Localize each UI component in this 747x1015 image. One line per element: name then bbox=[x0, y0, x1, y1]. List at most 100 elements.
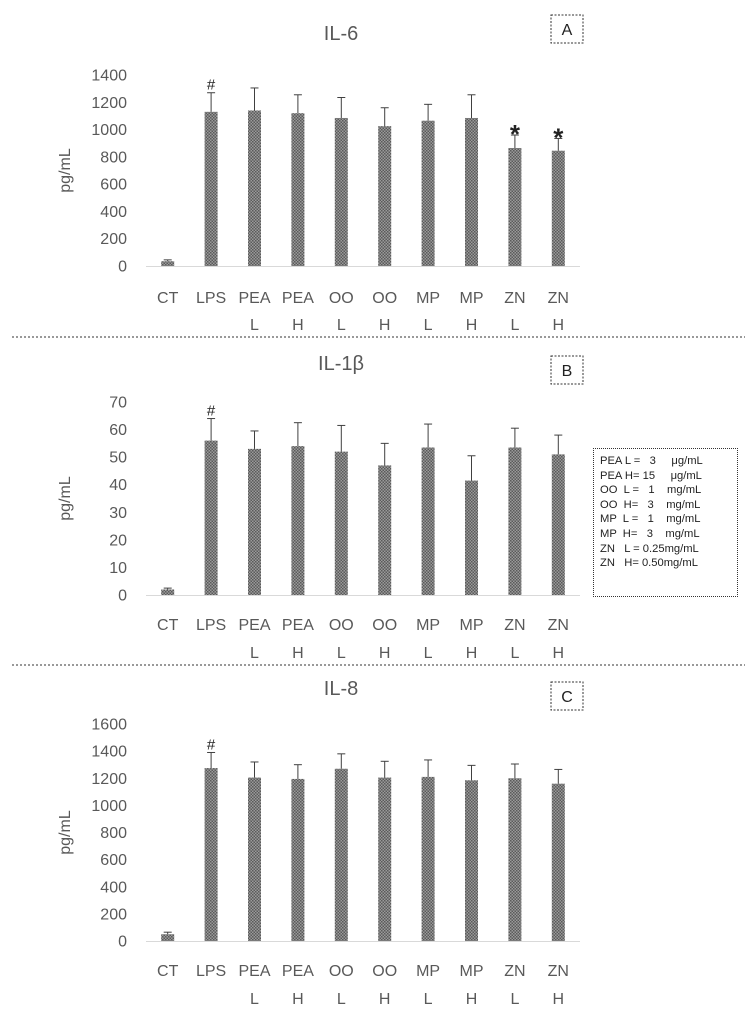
y-tick-label: 600 bbox=[100, 852, 127, 869]
legend-item-pea-l: PEA L = 3 μg/mL bbox=[600, 455, 703, 467]
y-tick-label: 70 bbox=[109, 395, 127, 412]
y-tick-label: 0 bbox=[118, 588, 127, 605]
x-category-label: OO bbox=[329, 963, 354, 980]
bar bbox=[291, 113, 305, 266]
panel-label-box bbox=[550, 355, 584, 385]
bar bbox=[161, 589, 175, 595]
legend-item-oo-h: OO H= 3 mg/mL bbox=[600, 498, 701, 511]
x-category-label: H bbox=[379, 317, 391, 334]
y-tick-label: 1200 bbox=[91, 95, 127, 112]
bar bbox=[465, 480, 478, 595]
y-tick-label: 1600 bbox=[91, 717, 127, 734]
x-category-label: ZN bbox=[548, 290, 569, 307]
x-category-label: L bbox=[510, 317, 519, 334]
x-category-label: OO bbox=[329, 290, 354, 307]
bar bbox=[421, 120, 435, 266]
y-axis-label: pg/mL bbox=[57, 476, 74, 521]
x-category-label: MP bbox=[416, 963, 440, 980]
x-category-label: H bbox=[553, 991, 565, 1008]
legend-item-mp-h: MP H= 3 mg/mL bbox=[600, 527, 700, 540]
x-category-label: L bbox=[250, 645, 259, 662]
x-category-label: OO bbox=[329, 617, 354, 634]
bar bbox=[465, 117, 478, 266]
x-category-label: PEA bbox=[238, 290, 270, 307]
chart-panel-c: IL-8 Cpg/mL 0 200 400 600 800 1000 1200 1400 1600 C… bbox=[57, 678, 584, 1008]
x-category-label: PEA bbox=[238, 963, 270, 980]
bar bbox=[551, 783, 565, 941]
x-category-label: PEA bbox=[282, 963, 314, 980]
x-category-label: L bbox=[250, 991, 259, 1008]
x-category-label: L bbox=[337, 317, 346, 334]
x-category-label: H bbox=[292, 317, 304, 334]
x-category-label: OO bbox=[372, 290, 397, 307]
y-tick-label: 800 bbox=[100, 825, 127, 842]
x-category-label: H bbox=[466, 317, 478, 334]
legend-item-mp-l: MP L = 1 mg/mL bbox=[600, 513, 701, 526]
x-category-label: LPS bbox=[196, 290, 226, 307]
y-tick-label: 200 bbox=[100, 231, 127, 248]
x-category-label: ZN bbox=[504, 617, 525, 634]
x-category-label: MP bbox=[416, 617, 440, 634]
x-category-label: L bbox=[250, 317, 259, 334]
significance-marker: * bbox=[553, 122, 564, 152]
legend-item-zn-h: ZN H= 0.50mg/mL bbox=[600, 557, 698, 570]
bar bbox=[421, 447, 435, 595]
x-category-label: L bbox=[510, 991, 519, 1008]
bar bbox=[551, 454, 565, 595]
y-tick-label: 30 bbox=[109, 505, 127, 522]
significance-marker: * bbox=[510, 119, 521, 149]
abbreviation-legend: PEA L = 3 μg/mL PEA H= 15 μg/mL OO L = 1… bbox=[593, 448, 738, 597]
x-category-label: CT bbox=[157, 617, 179, 634]
y-tick-label: 0 bbox=[118, 259, 127, 276]
bar bbox=[551, 150, 565, 266]
y-tick-label: 60 bbox=[109, 422, 127, 439]
x-category-label: ZN bbox=[504, 290, 525, 307]
bar bbox=[465, 780, 478, 941]
x-category-label: MP bbox=[460, 963, 484, 980]
bar bbox=[248, 110, 261, 266]
y-tick-label: 0 bbox=[118, 934, 127, 951]
y-tick-label: 1400 bbox=[91, 68, 127, 85]
x-category-label: H bbox=[379, 991, 391, 1008]
y-tick-label: 40 bbox=[109, 477, 127, 494]
y-tick-label: 400 bbox=[100, 204, 127, 221]
x-category-label: OO bbox=[372, 963, 397, 980]
x-category-label: H bbox=[466, 991, 478, 1008]
panel-label: A bbox=[562, 22, 573, 39]
x-category-label: MP bbox=[460, 617, 484, 634]
panel-label-box bbox=[550, 14, 584, 44]
x-category-label: H bbox=[466, 645, 478, 662]
bar bbox=[204, 111, 218, 266]
significance-marker: # bbox=[207, 736, 216, 753]
bar bbox=[508, 778, 522, 941]
bar bbox=[508, 147, 522, 266]
y-tick-label: 50 bbox=[109, 450, 127, 467]
significance-marker: # bbox=[207, 77, 216, 94]
y-tick-label: 10 bbox=[109, 560, 127, 577]
chart-panel-a: IL-6 Apg/mL0200400600800100012001400CT#LP… bbox=[57, 14, 584, 334]
x-category-label: MP bbox=[460, 290, 484, 307]
x-category-label: L bbox=[424, 645, 433, 662]
panel-label: C bbox=[561, 689, 573, 706]
y-tick-label: 200 bbox=[100, 906, 127, 923]
x-category-label: L bbox=[424, 991, 433, 1008]
x-category-label: L bbox=[337, 645, 346, 662]
x-category-label: PEA bbox=[282, 617, 314, 634]
bar bbox=[161, 261, 175, 266]
x-category-label: L bbox=[337, 991, 346, 1008]
legend-item-oo-l: OO L = 1 mg/mL bbox=[600, 484, 702, 497]
panel-label-box bbox=[550, 681, 584, 711]
x-category-label: OO bbox=[372, 617, 397, 634]
legend-item-pea-h: PEA H= 15 μg/mL bbox=[600, 469, 702, 482]
bar bbox=[291, 778, 305, 941]
y-tick-label: 1200 bbox=[91, 771, 127, 788]
x-category-label: ZN bbox=[548, 617, 569, 634]
y-tick-label: 1000 bbox=[91, 122, 127, 139]
y-tick-label: 400 bbox=[100, 879, 127, 896]
y-tick-label: 800 bbox=[100, 149, 127, 166]
bar bbox=[204, 440, 218, 595]
x-category-label: H bbox=[553, 317, 565, 334]
x-category-label: L bbox=[424, 317, 433, 334]
x-category-label: PEA bbox=[238, 617, 270, 634]
